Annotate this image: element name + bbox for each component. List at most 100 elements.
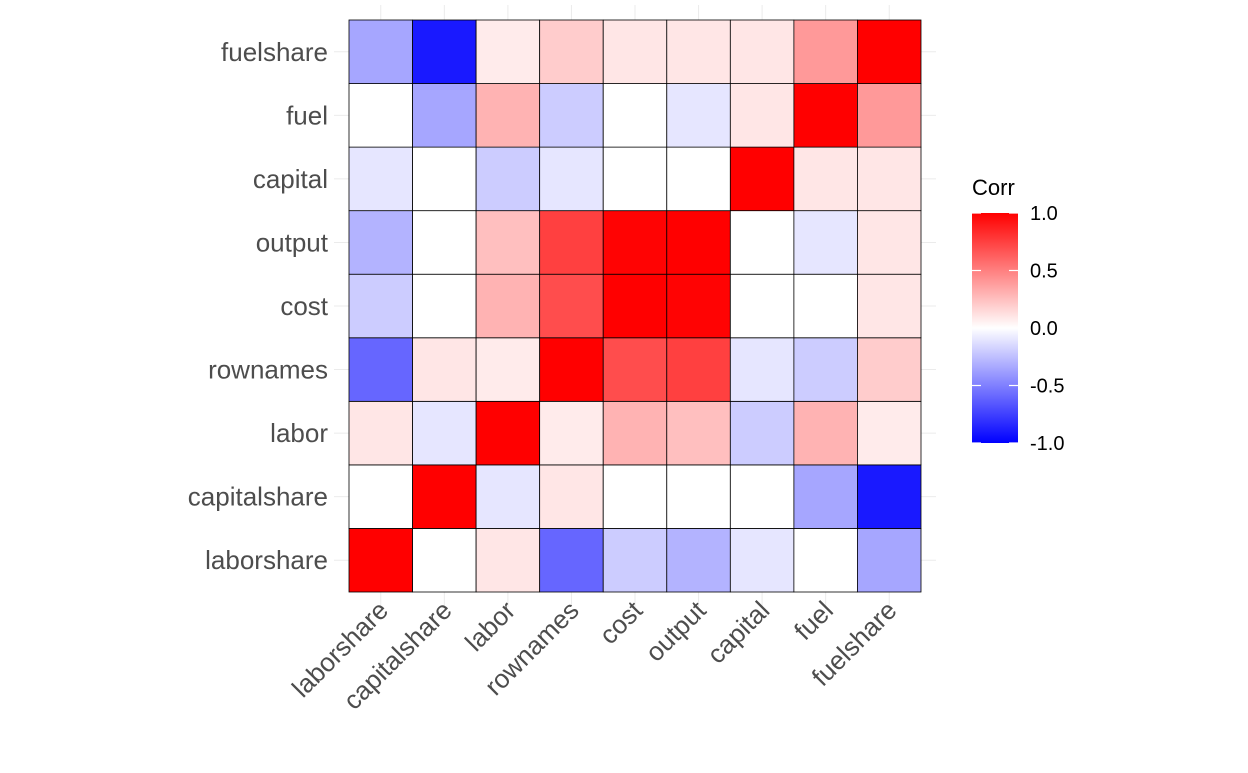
- heatmap-cells: [348, 19, 922, 593]
- legend-tick-label: -1.0: [1030, 433, 1064, 455]
- heatmap-cell-fuelshare-fuel: [793, 19, 858, 84]
- heatmap-cell-fuel-output: [666, 83, 731, 148]
- heatmap-cell-fuel-fuelshare: [857, 83, 922, 148]
- heatmap-cell-fuelshare-fuelshare: [857, 19, 922, 84]
- heatmap-cell-rownames-output: [666, 337, 731, 402]
- legend-tick-label: 0.5: [1030, 261, 1058, 283]
- heatmap-cell-rownames-labor: [475, 337, 541, 402]
- heatmap-cell-labor-fuel: [793, 400, 858, 466]
- heatmap-cell-capital-capitalshare: [412, 146, 477, 212]
- heatmap-cell-fuelshare-rownames: [539, 19, 604, 84]
- heatmap-cell-capital-fuelshare: [857, 146, 922, 212]
- heatmap-cell-laborshare-cost: [602, 528, 668, 593]
- heatmap-cell-output-labor: [475, 210, 541, 275]
- heatmap-cell-fuel-fuel: [793, 83, 858, 148]
- heatmap-cell-fuel-rownames: [539, 83, 604, 148]
- heatmap-cell-capital-fuel: [793, 146, 858, 212]
- heatmap-cell-output-output: [666, 210, 731, 275]
- heatmap-cell-cost-fuel: [793, 273, 858, 339]
- heatmap-cell-fuelshare-laborshare: [348, 19, 413, 84]
- legend: Corr 1.0 0.5 0.0 -0.5 -1.0: [972, 175, 1064, 455]
- heatmap-cell-laborshare-capitalshare: [412, 528, 477, 593]
- heatmap-cell-rownames-rownames: [539, 337, 604, 402]
- y-tick-label: cost: [280, 291, 328, 321]
- legend-tick-label: 0.0: [1030, 318, 1058, 340]
- heatmap-cell-output-fuelshare: [857, 210, 922, 275]
- heatmap-cell-capital-cost: [602, 146, 668, 212]
- heatmap-cell-fuel-capitalshare: [412, 83, 477, 148]
- heatmap-cell-capital-capital: [729, 146, 795, 212]
- y-tick-label: capital: [253, 164, 328, 194]
- heatmap-cell-labor-rownames: [539, 400, 604, 466]
- y-tick-label: laborshare: [205, 545, 328, 575]
- heatmap-cell-cost-rownames: [539, 273, 604, 339]
- heatmap-cell-labor-capital: [729, 400, 795, 466]
- heatmap-cell-rownames-cost: [602, 337, 668, 402]
- heatmap-cell-capitalshare-output: [666, 464, 731, 529]
- x-tick-label: capital: [701, 595, 775, 669]
- y-tick-label: fuel: [286, 100, 328, 130]
- heatmap-cell-fuel-laborshare: [348, 83, 413, 148]
- x-tick-label: output: [639, 594, 712, 667]
- heatmap-cell-cost-cost: [602, 273, 668, 339]
- x-tick-label: cost: [593, 594, 648, 649]
- heatmap-cell-cost-capitalshare: [412, 273, 477, 339]
- legend-title: Corr: [972, 175, 1015, 200]
- y-tick-label: labor: [270, 418, 328, 448]
- heatmap-cell-capitalshare-cost: [602, 464, 668, 529]
- heatmap-cell-laborshare-fuelshare: [857, 528, 922, 593]
- heatmap-cell-fuelshare-capitalshare: [412, 19, 477, 84]
- heatmap-cell-fuel-labor: [475, 83, 541, 148]
- heatmap-cell-laborshare-rownames: [539, 528, 604, 593]
- heatmap-cell-capitalshare-fuelshare: [857, 464, 922, 529]
- heatmap-cell-cost-fuelshare: [857, 273, 922, 339]
- heatmap-cell-output-cost: [602, 210, 668, 275]
- heatmap-cell-labor-output: [666, 400, 731, 466]
- heatmap-cell-output-rownames: [539, 210, 604, 275]
- heatmap-cell-labor-capitalshare: [412, 400, 477, 466]
- heatmap-cell-rownames-capitalshare: [412, 337, 477, 402]
- heatmap-cell-fuelshare-labor: [475, 19, 541, 84]
- y-axis-labels: laborshare capitalshare labor rownames cost o…: [188, 37, 329, 575]
- heatmap-cell-capitalshare-laborshare: [348, 464, 413, 529]
- heatmap-cell-cost-laborshare: [348, 273, 413, 339]
- heatmap-cell-rownames-laborshare: [348, 337, 413, 402]
- x-tick-label: fuel: [788, 595, 839, 646]
- heatmap-cell-capitalshare-fuel: [793, 464, 858, 529]
- y-tick-label: fuelshare: [221, 37, 328, 67]
- heatmap-cell-rownames-fuel: [793, 337, 858, 402]
- y-tick-label: output: [256, 227, 329, 257]
- heatmap-cell-capital-rownames: [539, 146, 604, 212]
- heatmap-cell-labor-fuelshare: [857, 400, 922, 466]
- heatmap-cell-capitalshare-rownames: [539, 464, 604, 529]
- heatmap-cell-cost-labor: [475, 273, 541, 339]
- heatmap-cell-laborshare-laborshare: [348, 528, 413, 593]
- heatmap-cell-labor-labor: [475, 400, 541, 466]
- heatmap-cell-fuel-cost: [602, 83, 668, 148]
- heatmap-cell-fuelshare-capital: [729, 19, 795, 84]
- heatmap-cell-rownames-capital: [729, 337, 795, 402]
- heatmap-cell-laborshare-labor: [475, 528, 541, 593]
- heatmap-cell-capitalshare-capitalshare: [412, 464, 477, 529]
- heatmap-cell-cost-capital: [729, 273, 795, 339]
- heatmap-cell-laborshare-capital: [729, 528, 795, 593]
- heatmap-cell-output-fuel: [793, 210, 858, 275]
- heatmap-cell-rownames-fuelshare: [857, 337, 922, 402]
- heatmap-cell-output-capital: [729, 210, 795, 275]
- heatmap-cell-laborshare-fuel: [793, 528, 858, 593]
- heatmap-cell-labor-laborshare: [348, 400, 413, 466]
- y-tick-label: capitalshare: [188, 482, 328, 512]
- heatmap-cell-fuelshare-output: [666, 19, 731, 84]
- heatmap-cell-labor-cost: [602, 400, 668, 466]
- heatmap-cell-capital-output: [666, 146, 731, 212]
- heatmap-cell-cost-output: [666, 273, 731, 339]
- legend-tick-label: -0.5: [1030, 376, 1064, 398]
- heatmap-cell-output-capitalshare: [412, 210, 477, 275]
- y-tick-label: rownames: [208, 355, 328, 385]
- heatmap-cell-capitalshare-capital: [729, 464, 795, 529]
- heatmap-cell-capitalshare-labor: [475, 464, 541, 529]
- heatmap-cell-capital-labor: [475, 146, 541, 212]
- heatmap-cell-laborshare-output: [666, 528, 731, 593]
